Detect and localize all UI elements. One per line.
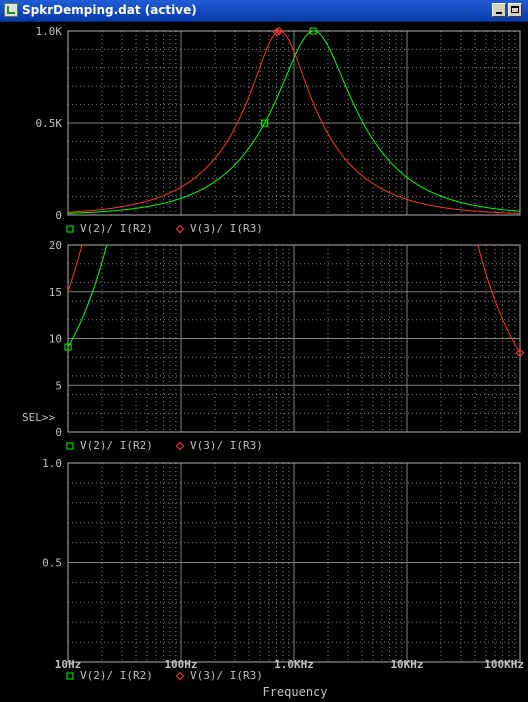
- legend: V(2)/ I(R2) V(3)/ I(R3): [66, 669, 263, 682]
- y-tick-label: 5: [55, 379, 62, 392]
- series-line-1: [68, 31, 520, 214]
- legend-label: V(2)/ I(R2): [80, 669, 153, 682]
- series-marker: [261, 119, 269, 127]
- y-tick-label: 20: [49, 239, 62, 252]
- window-icon[interactable]: [4, 3, 18, 17]
- plot-frame: [67, 462, 521, 663]
- plot-area[interactable]: 0 0.5K 1.0K V(2)/ I(R2) V(3)/ I(R3) 0 5 10 15 20 S…: [0, 22, 528, 702]
- legend-marker: [175, 224, 185, 234]
- selected-plot-marker: SEL>>: [22, 411, 55, 424]
- legend-marker: [66, 672, 74, 680]
- legend-marker: [66, 225, 74, 233]
- chart-panel-3[interactable]: 0.5 1.0 10Hz 100Hz 1.0KHz 10KHz 100KHz Frequenc…: [42, 413, 524, 699]
- x-tick-label: 10KHz: [390, 658, 423, 671]
- y-tick-label: 0: [55, 209, 62, 222]
- legend-marker: [66, 442, 74, 450]
- series-marker: [275, 26, 284, 36]
- legend-marker: [175, 671, 185, 681]
- y-tick-label: 15: [49, 286, 62, 299]
- legend-label: V(3)/ I(R3): [190, 669, 263, 682]
- y-tick-label: 0.5: [42, 557, 62, 570]
- legend: V(2)/ I(R2) V(3)/ I(R3): [66, 439, 263, 452]
- x-tick-label: 100Hz: [164, 658, 197, 671]
- x-tick-label: 100KHz: [484, 658, 524, 671]
- series-marker: [515, 348, 525, 358]
- maximize-button[interactable]: [508, 3, 522, 17]
- legend-label: V(3)/ I(R3): [190, 222, 263, 235]
- legend-label: V(2)/ I(R2): [80, 439, 153, 452]
- legend-label: V(2)/ I(R2): [80, 222, 153, 235]
- y-tick-label: 0: [55, 426, 62, 439]
- y-tick-label: 1.0: [42, 457, 62, 470]
- series-marker: [309, 27, 317, 35]
- minimize-button[interactable]: [492, 3, 506, 17]
- series-marker: [272, 27, 282, 37]
- legend-label: V(3)/ I(R3): [190, 439, 263, 452]
- y-tick-label: 10: [49, 333, 62, 346]
- title-bar[interactable]: SpkrDemping.dat (active): [0, 0, 528, 22]
- series-line-2: [68, 31, 520, 214]
- x-tick-label: 1.0KHz: [274, 658, 314, 671]
- y-tick-label: 1.0K: [36, 25, 63, 38]
- y-tick-label: 0.5K: [36, 117, 63, 130]
- legend: V(2)/ I(R2) V(3)/ I(R3): [66, 222, 263, 235]
- plot-frame: [67, 30, 521, 216]
- grid: [68, 244, 520, 433]
- window-title: SpkrDemping.dat (active): [22, 3, 197, 17]
- chart-panel-2[interactable]: 0 5 10 15 20 SEL>> V(2)/ I(R2) V(3)/ I(R3): [22, 195, 525, 452]
- series-marker: [64, 343, 72, 351]
- x-tick-label: 10Hz: [55, 658, 82, 671]
- grid: [68, 462, 520, 662]
- plot-frame: [67, 244, 521, 433]
- legend-marker: [175, 441, 185, 451]
- chart-panel-1[interactable]: 0 0.5K 1.0K V(2)/ I(R2) V(3)/ I(R3): [36, 25, 521, 235]
- x-axis-label: Frequency: [262, 685, 327, 699]
